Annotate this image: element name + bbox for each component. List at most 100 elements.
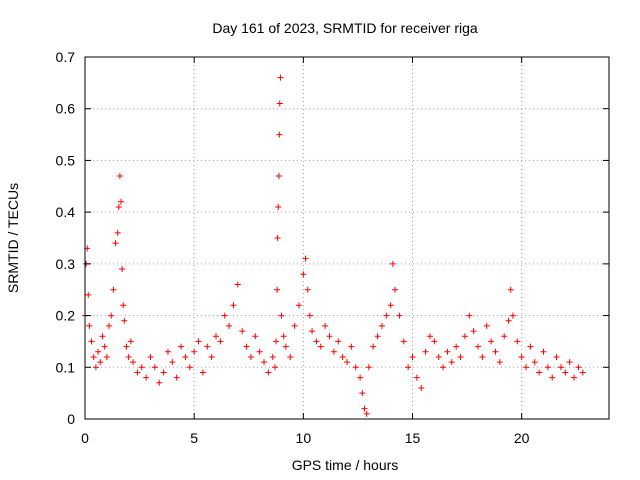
x-tick-label: 5 [190,430,198,446]
data-point [256,348,263,355]
data-point [562,369,569,376]
data-point [448,359,455,366]
data-point [457,353,464,360]
plot-frame [84,56,610,420]
data-point [507,286,514,293]
y-axis-label: SRMTID / TECUs [5,183,21,293]
data-point [389,260,396,267]
data-point [106,322,113,329]
data-point [127,338,134,345]
data-point [118,198,125,205]
data-point [120,302,127,309]
data-point [470,328,477,335]
data-point [549,374,556,381]
data-point [378,322,385,329]
y-tick-label: 0.3 [56,256,76,272]
data-point [518,353,525,360]
data-point [405,364,412,371]
data-point [116,172,123,179]
ticks: 0 0.1 0.2 0.3 0.4 0.5 0.6 0.7 0 5 10 15 20 [56,49,609,446]
data-point [252,333,259,340]
data-point [108,312,115,319]
data-point [199,369,206,376]
data-point [282,343,289,350]
data-point [309,328,316,335]
data-point [273,338,280,345]
data-point [306,312,313,319]
data-point [361,405,368,412]
data-point [553,353,560,360]
data-point [114,229,121,236]
data-point [523,364,530,371]
data-point [409,353,416,360]
data-point [274,286,281,293]
data-point [422,348,429,355]
data-point [86,322,93,329]
data-point [178,343,185,350]
data-point [540,348,547,355]
data-point [536,369,543,376]
data-point [195,338,202,345]
data-point [357,374,364,381]
data-point [138,364,145,371]
data-point [217,338,224,345]
x-axis-label: GPS time / hours [292,457,399,473]
data-point [291,322,298,329]
data-point [143,374,150,381]
data-point [95,348,102,355]
data-point [313,338,320,345]
data-point [304,286,311,293]
data-point [160,369,167,376]
data-point [90,353,97,360]
data-point [483,322,490,329]
grid [85,57,609,419]
data-point [418,384,425,391]
data-point [275,172,282,179]
data-point [392,286,399,293]
x-tick-label: 20 [514,430,530,446]
data-point [265,369,272,376]
x-tick-label: 10 [296,430,312,446]
data-point [527,343,534,350]
data-point [204,343,211,350]
data-point [475,343,481,350]
data-point [300,271,307,278]
y-tick-label: 0.1 [56,359,76,375]
data-point [531,359,538,366]
data-point [370,343,377,350]
data-point [269,353,276,360]
data-point [488,338,495,345]
data-point [276,131,283,138]
data-point [130,359,137,366]
data-point [110,286,117,293]
chart-title: Day 161 of 2023, SRMTID for receiver rig… [212,20,478,36]
data-point [566,359,573,366]
data-point [335,338,342,345]
data-point [287,353,294,360]
data-point [501,333,508,340]
data-point [466,312,473,319]
data-point [326,333,333,340]
data-point [505,317,512,324]
data-point [274,235,281,241]
data-point [431,338,438,345]
data-point [99,333,106,340]
data-point [453,343,460,350]
data-point [575,364,582,371]
data-point [213,333,219,340]
data-point [147,353,154,360]
data-point [339,353,346,360]
data-point [344,359,350,366]
data-point [226,322,233,329]
data-point [374,333,381,340]
data-point [509,312,516,319]
data-point [492,348,499,355]
data-points [82,74,586,417]
data-point [363,410,370,417]
data-point [239,328,246,335]
data-point [169,359,176,366]
data-point [112,240,119,247]
y-tick-label: 0.5 [56,152,76,168]
data-point [396,312,403,319]
